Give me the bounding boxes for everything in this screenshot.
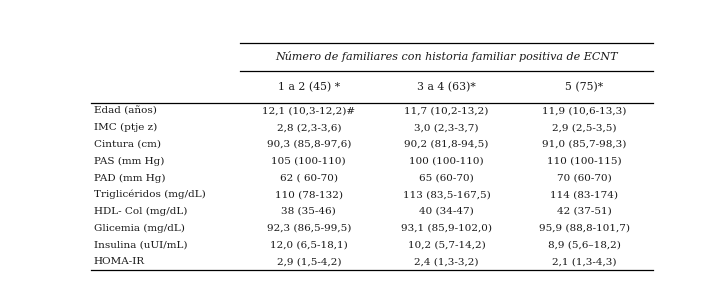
Text: HOMA-IR: HOMA-IR — [94, 257, 144, 266]
Text: 91,0 (85,7-98,3): 91,0 (85,7-98,3) — [542, 140, 627, 149]
Text: 2,1 (1,3-4,3): 2,1 (1,3-4,3) — [552, 257, 616, 266]
Text: 110 (100-115): 110 (100-115) — [547, 157, 621, 166]
Text: 8,9 (5,6–18,2): 8,9 (5,6–18,2) — [548, 241, 621, 249]
Text: 2,9 (2,5-3,5): 2,9 (2,5-3,5) — [552, 123, 616, 132]
Text: Triglicéridos (mg/dL): Triglicéridos (mg/dL) — [94, 190, 205, 200]
Text: Cintura (cm): Cintura (cm) — [94, 140, 160, 149]
Text: 92,3 (86,5-99,5): 92,3 (86,5-99,5) — [266, 224, 351, 233]
Text: 95,9 (88,8-101,7): 95,9 (88,8-101,7) — [539, 224, 630, 233]
Text: 93,1 (85,9-102,0): 93,1 (85,9-102,0) — [401, 224, 492, 233]
Text: 38 (35-46): 38 (35-46) — [282, 207, 336, 216]
Text: 12,0 (6,5-18,1): 12,0 (6,5-18,1) — [270, 241, 348, 249]
Text: Edad (años): Edad (años) — [94, 106, 156, 116]
Text: 40 (34-47): 40 (34-47) — [419, 207, 474, 216]
Text: PAD (mm Hg): PAD (mm Hg) — [94, 174, 165, 183]
Text: 11,9 (10,6-13,3): 11,9 (10,6-13,3) — [542, 106, 627, 116]
Text: 1 a 2 (45) *: 1 a 2 (45) * — [278, 82, 340, 92]
Text: 90,2 (81,8-94,5): 90,2 (81,8-94,5) — [404, 140, 489, 149]
Text: Insulina (uUI/mL): Insulina (uUI/mL) — [94, 241, 187, 249]
Text: 114 (83-174): 114 (83-174) — [550, 190, 619, 199]
Text: 70 (60-70): 70 (60-70) — [557, 174, 612, 182]
Text: 12,1 (10,3-12,2)#: 12,1 (10,3-12,2)# — [262, 106, 355, 116]
Text: 62 ( 60-70): 62 ( 60-70) — [280, 174, 338, 182]
Text: Número de familiares con historia familiar positiva de ECNT: Número de familiares con historia famili… — [275, 51, 618, 62]
Text: HDL- Col (mg/dL): HDL- Col (mg/dL) — [94, 207, 187, 216]
Text: 65 (60-70): 65 (60-70) — [419, 174, 474, 182]
Text: 105 (100-110): 105 (100-110) — [272, 157, 346, 166]
Text: 2,9 (1,5-4,2): 2,9 (1,5-4,2) — [277, 257, 341, 266]
Text: 110 (78-132): 110 (78-132) — [274, 190, 343, 199]
Text: 5 (75)*: 5 (75)* — [566, 82, 603, 92]
Text: 11,7 (10,2-13,2): 11,7 (10,2-13,2) — [404, 106, 489, 116]
Text: 2,4 (1,3-3,2): 2,4 (1,3-3,2) — [415, 257, 479, 266]
Text: 2,8 (2,3-3,6): 2,8 (2,3-3,6) — [277, 123, 341, 132]
Text: 3,0 (2,3-3,7): 3,0 (2,3-3,7) — [415, 123, 479, 132]
Text: 42 (37-51): 42 (37-51) — [557, 207, 612, 216]
Text: 90,3 (85,8-97,6): 90,3 (85,8-97,6) — [266, 140, 351, 149]
Text: 113 (83,5-167,5): 113 (83,5-167,5) — [403, 190, 491, 199]
Text: 10,2 (5,7-14,2): 10,2 (5,7-14,2) — [408, 241, 486, 249]
Text: 3 a 4 (63)*: 3 a 4 (63)* — [417, 82, 476, 92]
Text: PAS (mm Hg): PAS (mm Hg) — [94, 157, 164, 166]
Text: Glicemia (mg/dL): Glicemia (mg/dL) — [94, 224, 184, 233]
Text: 100 (100-110): 100 (100-110) — [409, 157, 484, 166]
Text: IMC (ptje z): IMC (ptje z) — [94, 123, 157, 132]
